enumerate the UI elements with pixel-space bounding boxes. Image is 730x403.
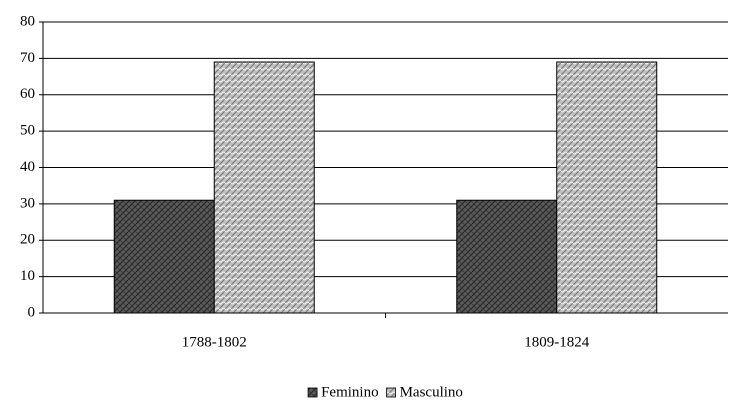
y-tick-label: 20 xyxy=(20,232,35,248)
y-tick-label: 0 xyxy=(28,304,36,320)
bar xyxy=(556,61,658,314)
y-tick-label: 70 xyxy=(20,50,35,66)
x-tick-label: 1809-1824 xyxy=(524,334,589,350)
legend-label: Feminino xyxy=(321,384,379,400)
y-tick-label: 30 xyxy=(20,195,35,211)
legend: Feminino Masculino xyxy=(307,384,463,400)
x-tick-label: 1788-1802 xyxy=(182,334,247,350)
legend-label: Masculino xyxy=(400,384,463,400)
bar xyxy=(213,61,315,314)
y-tick-label: 10 xyxy=(20,268,35,284)
y-tick-label: 80 xyxy=(20,13,35,29)
legend-swatch xyxy=(386,387,396,398)
y-tick-label: 40 xyxy=(20,159,35,175)
legend-swatch xyxy=(307,387,318,398)
y-tick-label: 60 xyxy=(20,86,35,102)
bar xyxy=(456,199,558,314)
bar xyxy=(113,199,215,314)
y-tick-label: 50 xyxy=(20,123,35,139)
